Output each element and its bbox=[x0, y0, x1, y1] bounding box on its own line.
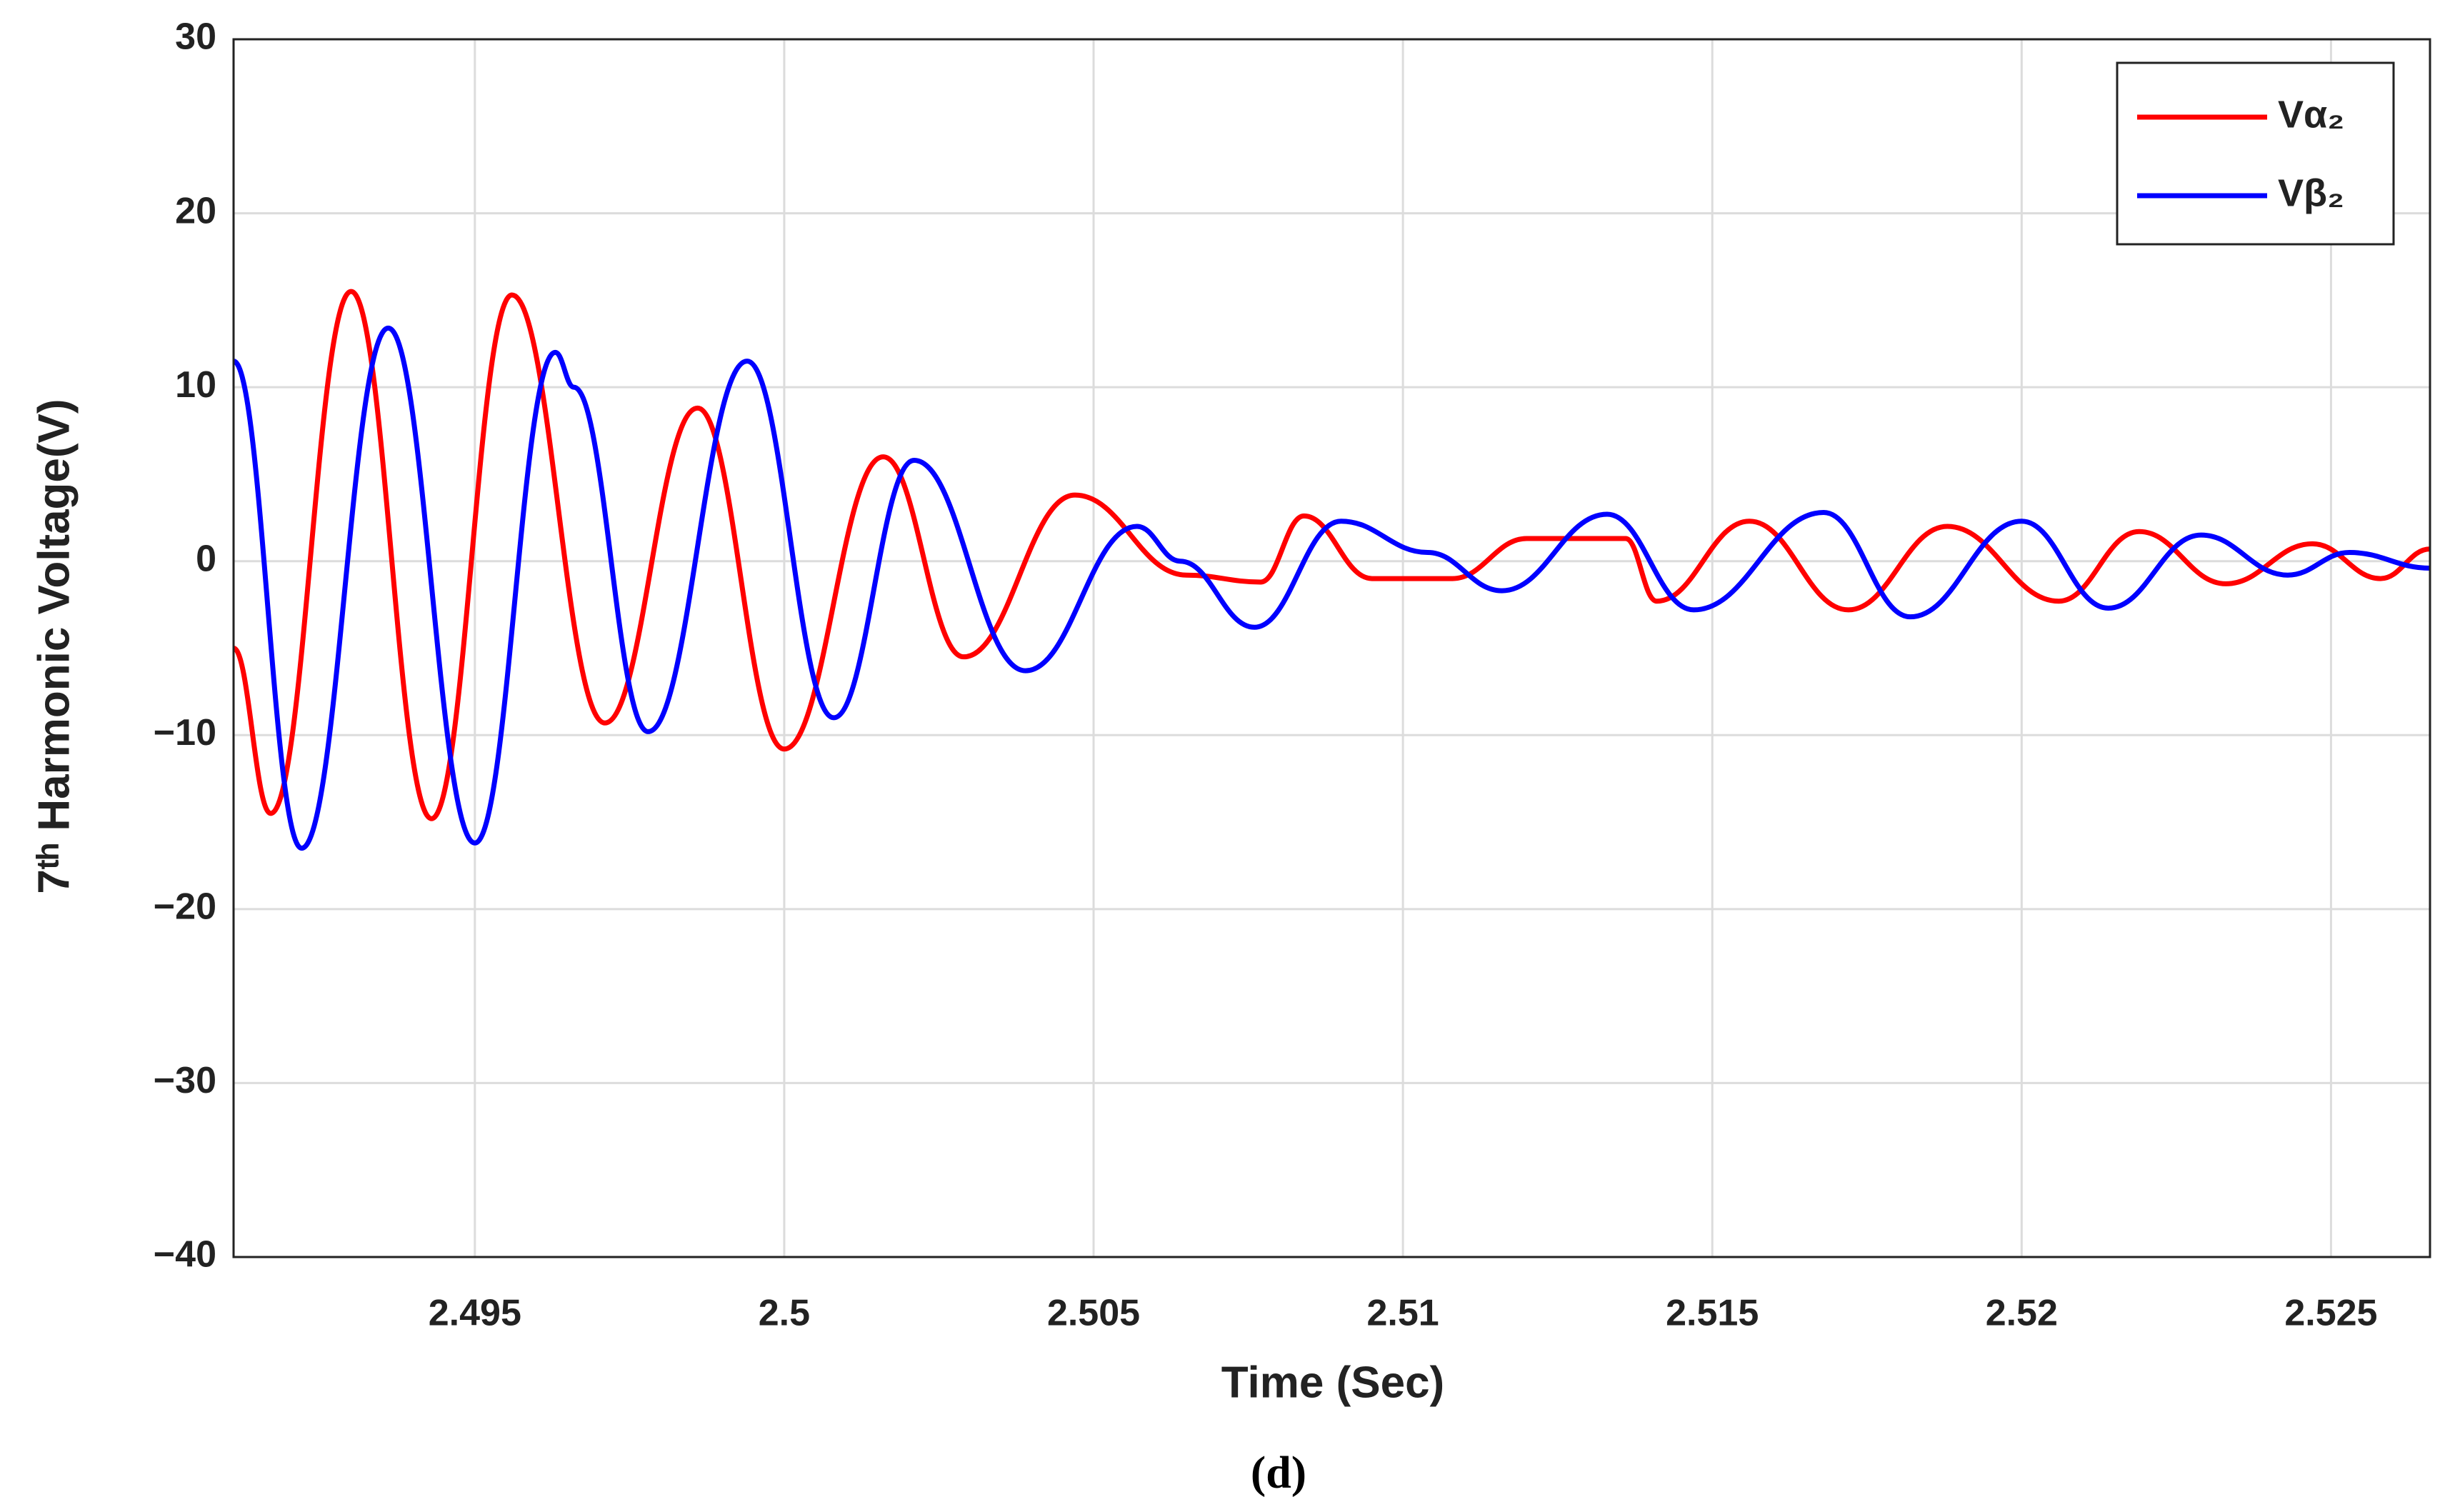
caption: (d) bbox=[1251, 1447, 1306, 1498]
y-tick-label: 0 bbox=[196, 538, 216, 579]
y-tick-label: −30 bbox=[154, 1060, 216, 1101]
y-tick-label: −40 bbox=[154, 1234, 216, 1276]
y-tick-label: −10 bbox=[154, 712, 216, 754]
legend-label: Vα₂ bbox=[2278, 93, 2344, 136]
x-tick-label: 2.525 bbox=[2284, 1293, 2377, 1334]
x-tick-label: 2.5 bbox=[759, 1293, 810, 1334]
line-series bbox=[234, 289, 2430, 821]
legend-label: Vβ₂ bbox=[2278, 171, 2344, 214]
y-tick-label: 10 bbox=[175, 364, 216, 406]
x-tick-label: 2.505 bbox=[1047, 1293, 1140, 1334]
x-tick-label: 2.515 bbox=[1666, 1293, 1759, 1334]
y-tick-label: 20 bbox=[175, 190, 216, 231]
y-tick-label: 30 bbox=[175, 16, 216, 58]
x-tick-label: 2.495 bbox=[429, 1293, 521, 1334]
x-axis-label: Time (Sec) bbox=[1221, 1358, 1444, 1407]
y-tick-label: −20 bbox=[154, 886, 216, 928]
x-tick-label: 2.52 bbox=[1986, 1293, 2058, 1334]
y-axis-label: 7ᵗʰ Harmonic Voltage(V) bbox=[29, 399, 79, 893]
line-series bbox=[234, 325, 2430, 851]
x-tick-label: 2.51 bbox=[1367, 1293, 1439, 1334]
plot-area bbox=[234, 39, 2430, 1257]
axes-box bbox=[232, 38, 2431, 1258]
legend-box bbox=[2116, 61, 2395, 246]
